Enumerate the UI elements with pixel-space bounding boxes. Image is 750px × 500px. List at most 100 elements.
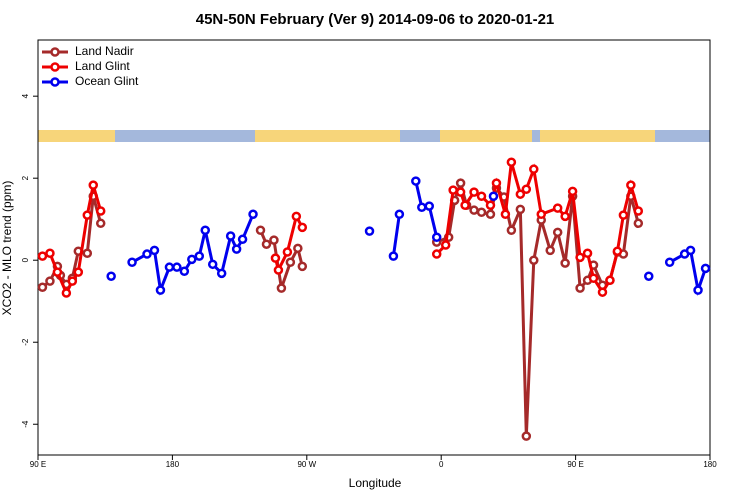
data-point [431, 232, 442, 242]
y-axis-label: XCO2 - MLO trend (ppm) [0, 181, 14, 316]
y-tick-label: -2 [21, 338, 30, 346]
x-axis-label: Longitude [349, 476, 402, 490]
data-point [216, 268, 227, 279]
data-point [388, 251, 399, 261]
legend-label: Land Nadir [75, 44, 134, 58]
data-point [67, 276, 78, 286]
data-point [476, 191, 487, 201]
data-point [506, 225, 517, 236]
data-point [364, 226, 375, 236]
data-point [500, 209, 511, 220]
data-point [200, 225, 211, 236]
data-point [179, 266, 190, 277]
data-point [685, 245, 696, 256]
data-point [285, 257, 296, 268]
data-point [618, 210, 629, 220]
data-point [237, 234, 248, 245]
data-point [73, 267, 84, 277]
data-point [282, 247, 293, 257]
data-point [276, 283, 287, 293]
series-line [391, 214, 401, 257]
legend-label: Land Glint [75, 59, 130, 73]
data-point [106, 271, 116, 281]
x-tick-label: 0 [439, 460, 444, 469]
data-point [515, 204, 526, 215]
plot-frame [37, 39, 711, 456]
data-point [297, 261, 308, 272]
y-tick-label: -4 [21, 420, 30, 428]
y-tick-label: 2 [21, 175, 30, 180]
map-strip [38, 130, 710, 142]
data-point [164, 262, 175, 272]
data-point [597, 287, 608, 297]
data-point [45, 276, 55, 286]
data-point [248, 209, 258, 220]
data-point [460, 200, 470, 211]
data-point [521, 431, 532, 441]
data-point [455, 187, 466, 197]
data-point [476, 207, 487, 217]
data-point [291, 211, 302, 222]
data-point [448, 185, 458, 195]
data-point [506, 157, 517, 167]
data-point [588, 273, 599, 284]
data-point [529, 255, 539, 265]
data-point [127, 257, 137, 268]
series-line [259, 229, 304, 289]
data-point [95, 218, 106, 229]
data-point [273, 265, 284, 275]
data-point [194, 251, 205, 261]
data-point [582, 248, 593, 258]
data-point [269, 235, 279, 245]
data-point [469, 187, 479, 197]
x-tick-label: 180 [166, 460, 180, 469]
data-point [491, 178, 502, 188]
x-tick-label: 180 [703, 460, 717, 469]
data-point [485, 200, 496, 211]
data-point [82, 248, 93, 258]
data-point [270, 253, 281, 263]
data-point [529, 164, 539, 174]
data-point [552, 203, 563, 213]
data-point [52, 267, 63, 277]
data-point [700, 263, 711, 274]
legend-marker [50, 62, 60, 72]
data-point [515, 189, 526, 199]
data-point [644, 271, 654, 281]
data-point [626, 180, 636, 190]
data-point [82, 210, 93, 220]
data-point [440, 240, 451, 250]
data-point [142, 249, 152, 259]
data-point [560, 211, 570, 222]
data-point [469, 205, 479, 215]
series-line [435, 161, 640, 295]
data-point [37, 251, 48, 261]
data-point [545, 245, 555, 256]
legend-marker [50, 77, 60, 87]
data-point [45, 248, 55, 258]
data-point [693, 285, 703, 295]
data-point [664, 257, 675, 268]
x-tick-label: 90 E [567, 460, 583, 469]
data-point [88, 180, 99, 190]
data-point [149, 245, 160, 256]
data-point [431, 249, 442, 259]
chart-title: 45N-50N February (Ver 9) 2014-09-06 to 2… [196, 11, 555, 28]
legend-label: Ocean Glint [75, 74, 139, 88]
data-point [297, 222, 308, 233]
data-point [293, 243, 303, 254]
data-point [417, 202, 427, 213]
data-point [521, 184, 532, 195]
data-point [95, 206, 106, 216]
y-tick-label: 0 [21, 257, 30, 262]
data-point [560, 258, 570, 268]
data-point [633, 218, 644, 229]
data-point [37, 282, 48, 293]
data-point [488, 191, 499, 201]
y-tick-label: 4 [21, 93, 30, 98]
data-point [187, 254, 197, 265]
data-point [411, 176, 421, 186]
data-point [575, 252, 585, 263]
data-point [567, 186, 578, 197]
